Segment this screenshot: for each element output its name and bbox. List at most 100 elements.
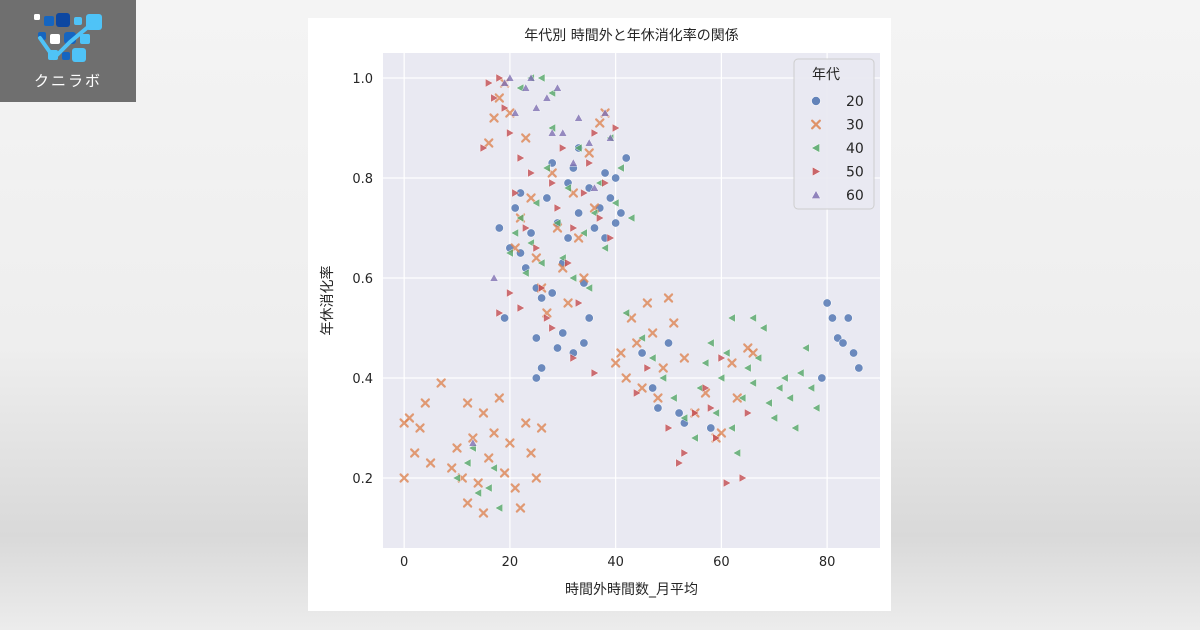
- data-point-40: [769, 413, 778, 423]
- legend-marker-40: [810, 143, 820, 153]
- data-point-40: [610, 198, 620, 208]
- data-point-50: [553, 203, 563, 213]
- data-point-20: [849, 348, 859, 358]
- data-point-40: [806, 383, 815, 393]
- data-point-30: [484, 138, 494, 148]
- data-point-50: [532, 243, 542, 253]
- data-point-40: [753, 353, 763, 363]
- data-point-40: [721, 348, 731, 358]
- data-point-60: [468, 438, 478, 447]
- data-point-30: [462, 498, 473, 508]
- data-point-50: [516, 153, 526, 163]
- data-point-40: [716, 373, 725, 383]
- data-point-30: [727, 358, 737, 368]
- data-point-20: [637, 348, 647, 358]
- data-point-20: [611, 173, 621, 183]
- data-point-20: [854, 363, 864, 373]
- data-point-40: [785, 393, 794, 403]
- data-point-40: [711, 408, 720, 418]
- data-point-50: [485, 78, 494, 88]
- data-point-30: [642, 298, 653, 308]
- data-point-50: [643, 363, 653, 373]
- data-point-40: [732, 448, 741, 458]
- data-point-40: [489, 463, 498, 473]
- data-point-20: [611, 218, 621, 228]
- legend-marker-20: [811, 96, 821, 106]
- data-point-20: [827, 313, 837, 323]
- data-point-50: [664, 423, 674, 433]
- data-point-50: [522, 223, 531, 233]
- data-point-30: [420, 398, 430, 408]
- data-point-40: [536, 73, 546, 83]
- data-point-40: [737, 393, 747, 403]
- data-point-40: [452, 473, 461, 483]
- data-point-30: [658, 363, 668, 373]
- data-point-20: [648, 383, 658, 393]
- data-point-20: [537, 293, 547, 303]
- data-point-60: [600, 108, 610, 117]
- data-point-20: [616, 208, 626, 218]
- data-point-30: [410, 448, 420, 458]
- data-point-50: [569, 223, 579, 233]
- data-point-50: [506, 288, 515, 298]
- data-point-20: [579, 338, 589, 348]
- data-point-60: [510, 108, 520, 117]
- data-point-60: [589, 183, 600, 192]
- data-point-40: [600, 243, 609, 253]
- data-point-40: [552, 218, 562, 228]
- data-point-50: [569, 353, 579, 363]
- data-point-50: [675, 458, 684, 468]
- data-point-40: [494, 503, 503, 513]
- data-point-50: [633, 388, 642, 398]
- data-point-30: [452, 443, 462, 453]
- y-tick-label: 0.8: [352, 172, 373, 187]
- data-point-60: [542, 93, 552, 102]
- data-point-20: [822, 298, 832, 308]
- data-point-60: [489, 273, 499, 282]
- data-point-40: [621, 308, 630, 318]
- data-point-30: [579, 273, 589, 283]
- data-point-20: [653, 403, 663, 413]
- data-point-60: [505, 73, 515, 82]
- data-point-40: [669, 393, 678, 403]
- data-point-50: [596, 213, 605, 223]
- data-point-40: [780, 373, 789, 383]
- data-point-50: [495, 73, 505, 83]
- data-point-30: [563, 298, 573, 308]
- legend-label-40: 40: [846, 141, 864, 157]
- data-point-30: [478, 408, 489, 418]
- data-point-30: [473, 478, 483, 488]
- data-point-50: [717, 353, 727, 363]
- data-point-30: [663, 293, 674, 303]
- data-point-50: [590, 368, 600, 378]
- data-point-40: [579, 228, 588, 238]
- data-point-20: [817, 373, 827, 383]
- data-point-40: [510, 228, 519, 238]
- data-point-40: [558, 253, 567, 263]
- x-axis-label: 時間外時間数_月平均: [565, 582, 698, 598]
- data-point-30: [526, 448, 536, 458]
- data-point-50: [606, 233, 616, 243]
- data-point-60: [526, 73, 536, 82]
- data-point-60: [521, 83, 531, 92]
- data-point-60: [531, 103, 541, 112]
- data-point-30: [425, 458, 436, 468]
- data-point-50: [506, 128, 515, 138]
- data-point-20: [552, 343, 562, 353]
- data-point-50: [580, 188, 589, 198]
- data-point-30: [595, 118, 605, 128]
- data-point-30: [494, 393, 504, 403]
- data-point-40: [795, 368, 805, 378]
- data-point-60: [552, 83, 563, 92]
- data-point-50: [575, 298, 584, 308]
- data-point-50: [680, 448, 690, 458]
- data-point-40: [706, 338, 715, 348]
- data-point-40: [626, 213, 636, 223]
- data-point-30: [610, 358, 621, 368]
- data-point-50: [548, 323, 557, 333]
- data-point-20: [706, 423, 716, 433]
- data-point-20: [510, 203, 520, 213]
- data-point-50: [511, 188, 520, 198]
- data-point-30: [468, 433, 478, 443]
- y-axis-label: 年休消化率: [319, 266, 336, 336]
